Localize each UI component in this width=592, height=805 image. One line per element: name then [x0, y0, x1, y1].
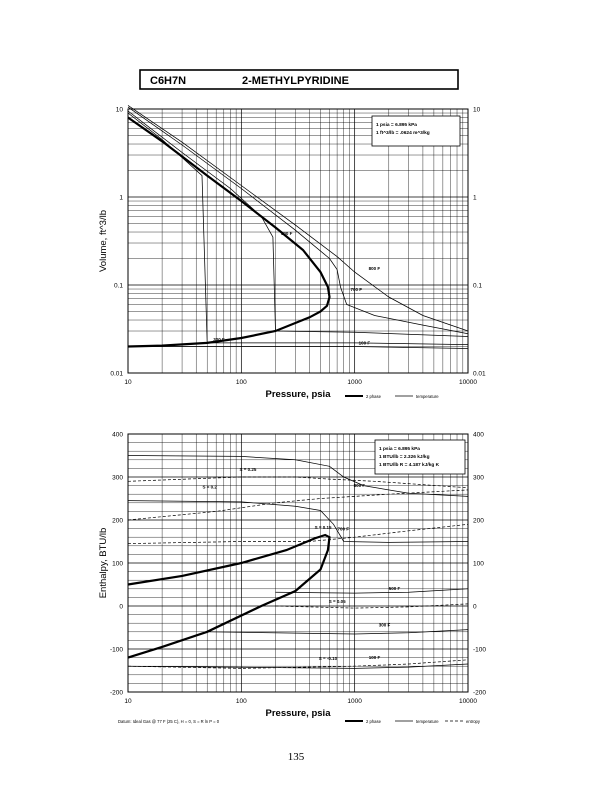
x-tick-label: 100: [236, 379, 247, 386]
y-tick-label-right: -100: [473, 647, 486, 654]
temperature-curve: [127, 663, 469, 669]
y-tick-label-left: 400: [112, 432, 123, 439]
curve-label: 700 F: [351, 287, 363, 292]
curve-label: 300 F: [379, 623, 391, 628]
curve-label: S = 0.2: [203, 485, 218, 490]
y-tick-label-left: 300: [112, 475, 123, 482]
y-tick-label-right: 1: [473, 195, 477, 202]
conversion-text: 1 BTU/lb = 2.326 kJ/kg: [379, 454, 430, 460]
y-tick-label-right: 100: [473, 561, 484, 568]
page-number: 135: [288, 751, 305, 763]
y-tick-label-left: -200: [110, 690, 123, 697]
x-tick-label: 10000: [459, 698, 477, 705]
conversion-box: [371, 115, 461, 147]
enthalpy-chart: 10 100 1000 10000-200-1000100200300400-200-…: [98, 432, 486, 725]
x-tick-label: 10000: [459, 379, 477, 386]
y-axis-label: Enthalpy, BTU/lb: [98, 528, 109, 599]
conversion-box: [374, 439, 466, 475]
curve-label: 100 F: [369, 655, 381, 660]
entropy-curve: [127, 523, 469, 544]
x-tick-label: 1000: [347, 379, 362, 386]
two-phase-curve: [127, 533, 331, 659]
curve-label: S = 0.15: [315, 525, 332, 530]
y-tick-label-right: 400: [473, 432, 484, 439]
y-tick-label-left: 0: [119, 604, 123, 611]
curve-label: 800 F: [354, 483, 366, 488]
curve-label: 300 F: [213, 337, 225, 342]
x-axis-label: Pressure, psia: [266, 708, 332, 719]
conversion-text: 1 psia = 6.895 kPa: [376, 122, 417, 128]
header-box: [139, 69, 459, 90]
curve-label: S = -0.10: [319, 656, 338, 661]
header-compound-name: 2-METHYLPYRIDINE: [242, 75, 349, 87]
temperature-curve: [127, 455, 469, 497]
x-tick-label: 100: [236, 698, 247, 705]
conversion-text: 1 psia = 6.895 kPa: [379, 446, 420, 452]
x-axis-label: Pressure, psia: [266, 389, 332, 400]
y-tick-label-right: -200: [473, 690, 486, 697]
x-tick-label: 1000: [347, 698, 362, 705]
volume-chart: 10 100 1000 100000.010.11100.010.1110Pressu…: [98, 105, 486, 400]
conversion-text: 1 ft^3/lb = .0624 m^3/kg: [376, 130, 430, 136]
curve-label: S = 0.25: [240, 467, 257, 472]
legend-label: 2 phase: [366, 394, 382, 399]
temperature-curve: [127, 105, 469, 332]
x-tick-label: 10: [124, 379, 132, 386]
y-tick-label-left: 0.01: [110, 371, 123, 378]
y-tick-label-left: 1: [119, 195, 123, 202]
y-tick-label-left: 200: [112, 518, 123, 525]
legend-label: temperature: [416, 394, 439, 399]
legend-label: temperature: [416, 719, 439, 724]
entropy-curve: [127, 476, 469, 489]
curve-label: 700 F: [337, 526, 349, 531]
header-formula: C6H7N: [150, 75, 186, 87]
curve-label: 500 F: [281, 231, 293, 236]
plot-frame: [127, 108, 469, 374]
y-tick-label-right: 200: [473, 518, 484, 525]
temperature-curve: [275, 588, 469, 594]
entropy-curve: [275, 603, 469, 609]
legend-label: 2 phase: [366, 719, 382, 724]
temperature-curve: [128, 346, 469, 349]
temperature-curve: [207, 629, 469, 635]
y-tick-label-left: 0.1: [114, 283, 123, 290]
temperature-curve: [127, 106, 469, 335]
temperature-curve: [127, 500, 469, 543]
temperature-curve: [127, 112, 469, 345]
curve-label: 100 F: [359, 341, 371, 346]
y-tick-label-right: 0.1: [473, 283, 482, 290]
y-tick-label-right: 0: [473, 604, 477, 611]
entropy-curve: [127, 659, 469, 669]
curve-label: 800 F: [369, 266, 381, 271]
curve-label: S = 0.05: [329, 599, 346, 604]
plot-frame: [127, 433, 469, 693]
y-tick-label-right: 300: [473, 475, 484, 482]
y-axis-label: Volume, ft^3/lb: [98, 210, 109, 272]
y-tick-label-left: 100: [112, 561, 123, 568]
grid: [127, 109, 468, 374]
legend-label: entropy: [466, 719, 481, 724]
y-tick-label-left: -100: [110, 647, 123, 654]
conversion-text: 1 BTU/lb R = 4.187 kJ/kg K: [379, 462, 440, 468]
entropy-curve: [127, 489, 469, 521]
two-phase-curve: [127, 116, 331, 348]
chart-footnote: Datum: Ideal Gas @ 77 F (25 C), H = 0, S…: [118, 719, 220, 724]
y-tick-label-right: 0.01: [473, 371, 486, 378]
y-tick-label-right: 10: [473, 107, 481, 114]
x-tick-label: 10: [124, 698, 132, 705]
curve-label: 500 F: [389, 586, 401, 591]
y-tick-label-left: 10: [116, 107, 124, 114]
temperature-curve: [127, 110, 469, 337]
